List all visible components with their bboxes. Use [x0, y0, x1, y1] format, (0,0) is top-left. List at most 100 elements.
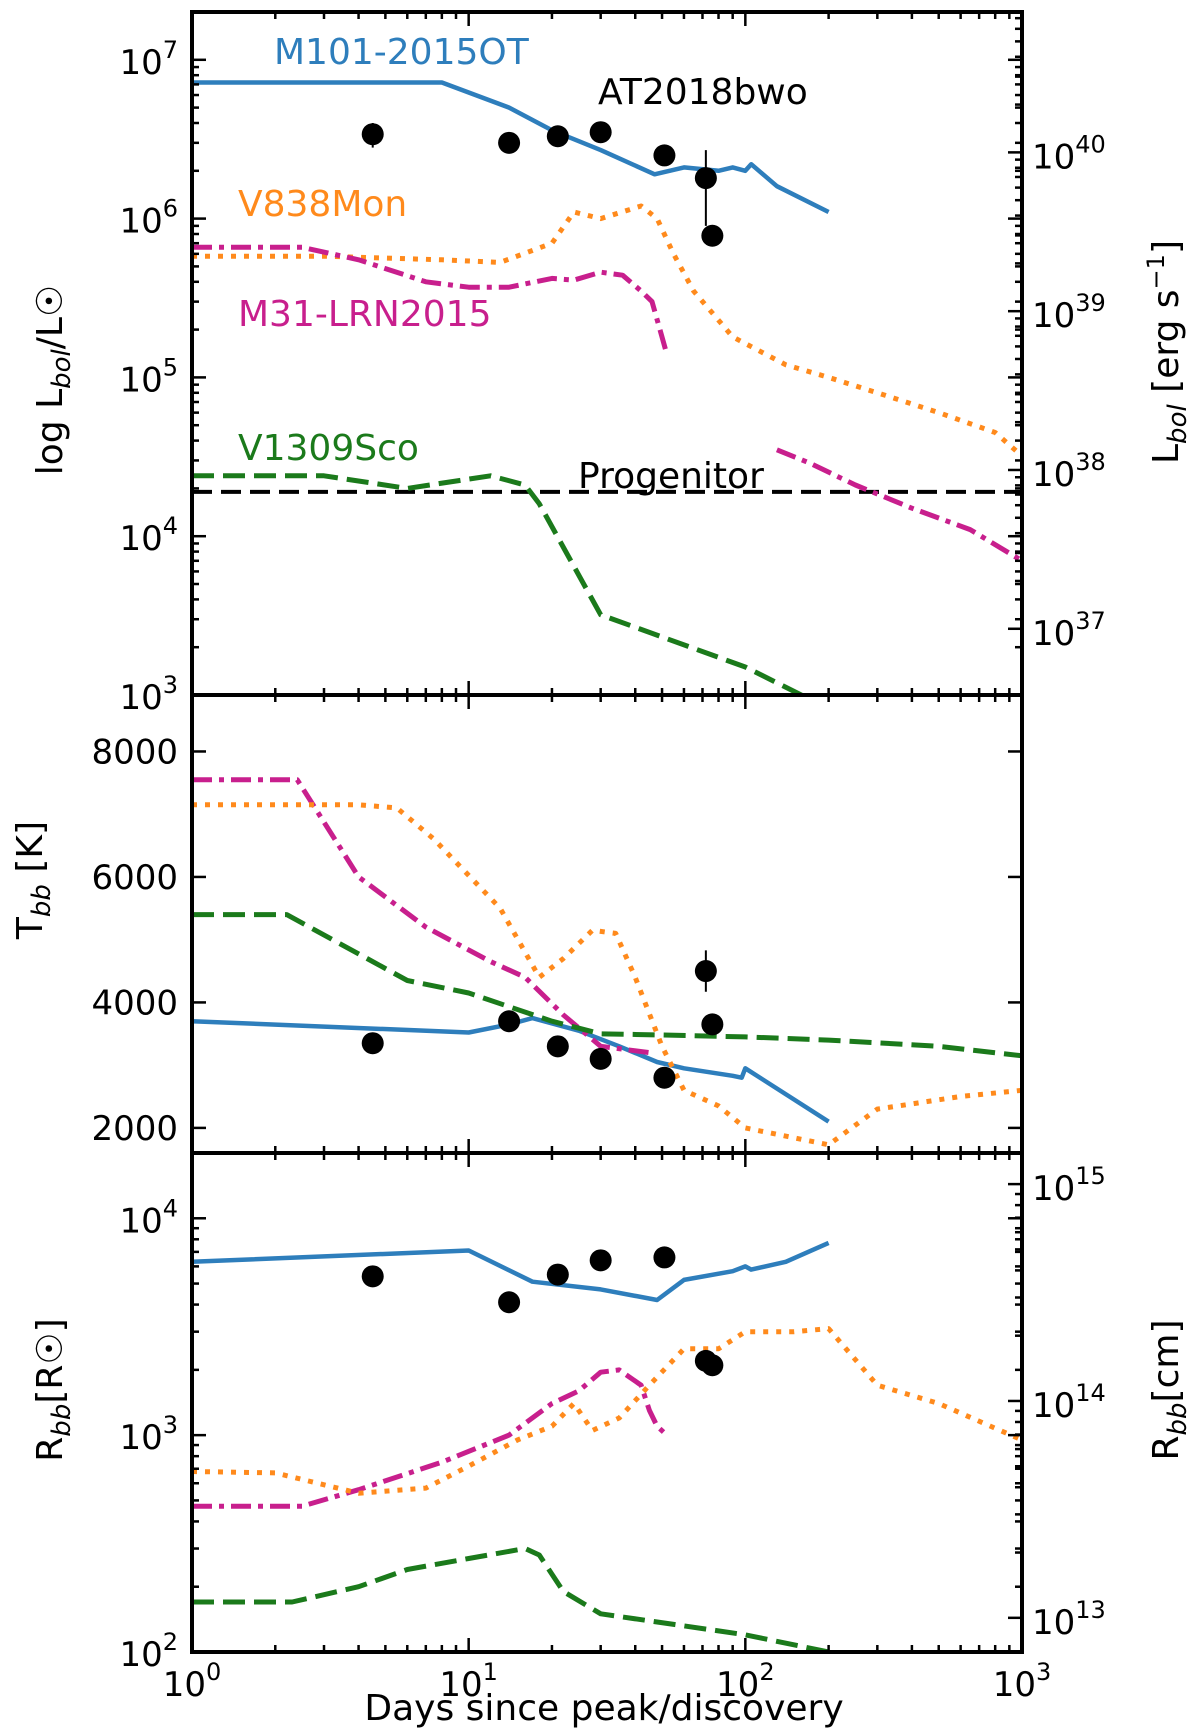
tick-base: 10 — [993, 1665, 1036, 1705]
tick-exponent: 7 — [163, 36, 178, 64]
tick-exponent: 3 — [163, 1411, 178, 1439]
ylabel-over-lsun: /L☉ — [30, 285, 71, 349]
luminosity-right-axis-label: Lbol [erg s−1] — [1142, 240, 1193, 464]
data-point-at2018bwo — [694, 960, 717, 983]
tick-exponent: 37 — [1075, 607, 1106, 635]
luminosity-y-axis-label: log Lbol/L☉ — [30, 285, 77, 476]
series-m31-lrn2015-luminosity — [192, 244, 670, 355]
tick-exponent: 13 — [1075, 1596, 1106, 1624]
tick-exponent: 4 — [163, 1194, 178, 1222]
temperature-axes-frame — [190, 693, 1024, 1155]
radius-plot-area — [192, 1240, 1022, 1652]
series-m101-2015ot-temperature — [192, 1015, 830, 1124]
luminosity-axes-frame — [190, 10, 1024, 697]
annotation-v838mon: V838Mon — [238, 184, 407, 225]
tick-exponent: 2 — [163, 1628, 178, 1656]
ylabel-bol-sub: bol — [47, 348, 77, 388]
axis-labels-layer: Days since peak/discovery log Lbol/L☉ Lb… — [10, 240, 1193, 1729]
data-point-at2018bwo — [498, 1291, 521, 1314]
radius-right-axis-label: Rbb[cm] — [1146, 1320, 1193, 1461]
data-point-at2018bwo — [589, 121, 612, 144]
tick-base: 10 — [1032, 455, 1075, 495]
y-tick-label: 107 — [119, 36, 178, 83]
y-tick-label: 102 — [119, 1628, 178, 1675]
right-tick-label: 1037 — [1032, 607, 1106, 654]
axes-frames-layer — [190, 10, 1024, 1654]
right-tick-label: 1039 — [1032, 289, 1106, 336]
right-tick-label: 1013 — [1032, 1596, 1106, 1643]
tick-base: 10 — [1032, 1603, 1075, 1643]
tick-exponent: 4 — [163, 512, 178, 540]
radius-y-axis-label: Rbb[R☉] — [30, 1318, 77, 1461]
data-point-at2018bwo — [498, 131, 521, 154]
tick-base: 10 — [1032, 137, 1075, 177]
series-m31-lrn2015-luminosity — [775, 447, 1022, 563]
x-tick-label: 100 — [163, 1658, 222, 1705]
tick-exponent: 1 — [483, 1658, 498, 1686]
y-tick-label: 6000 — [91, 858, 178, 898]
y-tick-label: 2000 — [91, 1109, 178, 1149]
series-m101-2015ot-radius — [192, 1240, 830, 1303]
tick-base: 10 — [119, 519, 162, 559]
right-tick-label: 1015 — [1032, 1162, 1106, 1209]
temperature-y-axis-label: Tbb [K] — [10, 821, 57, 940]
data-point-at2018bwo — [653, 1066, 676, 1089]
tick-exponent: 3 — [1036, 1658, 1051, 1686]
data-point-at2018bwo — [701, 1354, 724, 1377]
tick-base: 10 — [119, 202, 162, 242]
annotation-m31-lrn2015: M31-LRN2015 — [238, 294, 491, 335]
radius-axes-frame — [190, 1151, 1024, 1654]
data-point-at2018bwo — [546, 1035, 569, 1058]
annotation-progenitor: Progenitor — [578, 456, 764, 497]
x-axis-label: Days since peak/discovery — [364, 1688, 843, 1729]
y-tick-label: 8000 — [91, 732, 178, 772]
data-point-at2018bwo — [546, 1263, 569, 1286]
y-tick-label: 104 — [119, 512, 178, 559]
data-point-at2018bwo — [361, 123, 384, 146]
series-m101-2015ot-luminosity — [192, 80, 830, 215]
series-v1309sco-radius — [192, 1546, 864, 1652]
annotation-m101-2015ot: M101-2015OT — [274, 32, 530, 73]
series-m31-lrn2015-radius — [192, 1367, 669, 1509]
data-point-at2018bwo — [653, 1246, 676, 1269]
data-point-at2018bwo — [546, 125, 569, 148]
x-tick-label: 103 — [993, 1658, 1052, 1705]
right-tick-label: 1038 — [1032, 448, 1106, 495]
data-point-at2018bwo — [701, 1013, 724, 1036]
tick-base: 10 — [119, 43, 162, 83]
data-point-at2018bwo — [589, 1249, 612, 1272]
data-point-at2018bwo — [701, 224, 724, 247]
tick-exponent: 38 — [1075, 448, 1106, 476]
y-tick-label: 103 — [119, 1411, 178, 1458]
y-tick-label: 104 — [119, 1194, 178, 1241]
tick-base: 10 — [119, 360, 162, 400]
tick-base: 10 — [1032, 614, 1075, 654]
tick-exponent: 3 — [163, 671, 178, 699]
y-tick-label: 103 — [119, 671, 178, 718]
tick-base: 10 — [439, 1665, 482, 1705]
series-v1309sco-temperature — [192, 912, 1022, 1059]
tick-exponent: 15 — [1075, 1162, 1106, 1190]
tick-exponent: 5 — [163, 353, 178, 381]
tick-exponent: 2 — [759, 1658, 774, 1686]
data-point-at2018bwo — [361, 1265, 384, 1288]
tick-exponent: 40 — [1075, 130, 1106, 158]
series-v838mon-radius — [192, 1326, 1022, 1496]
tick-base: 10 — [716, 1665, 759, 1705]
data-point-at2018bwo — [694, 167, 717, 190]
annotations-layer: M101-2015OT AT2018bwo V838Mon M31-LRN2015 V1… — [238, 32, 808, 497]
data-point-at2018bwo — [498, 1010, 521, 1033]
x-tick-label: 102 — [716, 1658, 775, 1705]
tick-exponent: 14 — [1075, 1379, 1106, 1407]
tick-base: 10 — [163, 1665, 206, 1705]
y-tick-label: 105 — [119, 353, 178, 400]
data-point-at2018bwo — [361, 1032, 384, 1055]
tick-base: 10 — [119, 1418, 162, 1458]
tick-base: 10 — [1032, 296, 1075, 336]
tick-base: 10 — [119, 678, 162, 718]
tick-base: 10 — [119, 1201, 162, 1241]
annotation-v1309sco: V1309Sco — [238, 428, 419, 469]
tick-exponent: 0 — [206, 1658, 221, 1686]
y-tick-label: 4000 — [91, 983, 178, 1023]
